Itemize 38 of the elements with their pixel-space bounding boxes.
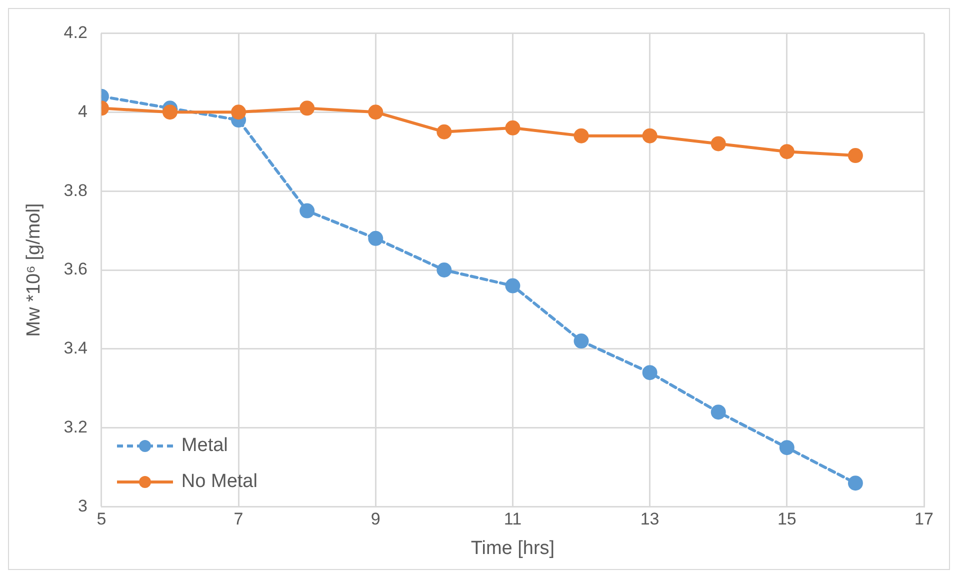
x-tick-label: 11	[504, 510, 522, 529]
y-axis-title: Mw *10⁶ [g/mol]	[24, 203, 45, 337]
point	[505, 120, 520, 136]
point	[779, 440, 794, 456]
y-tick-label: 3.4	[64, 338, 88, 358]
point	[162, 104, 178, 120]
x-tick-label: 9	[370, 510, 380, 529]
point	[848, 148, 863, 164]
point	[300, 203, 315, 218]
point	[848, 476, 863, 491]
y-tick-label: 3.6	[64, 260, 88, 279]
point	[231, 104, 246, 120]
point	[574, 334, 589, 349]
point	[300, 100, 315, 116]
y-tick-label: 4.2	[64, 22, 88, 42]
x-axis-title: Time [hrs]	[470, 538, 555, 559]
point	[574, 128, 589, 144]
legend-label: No Metal	[181, 470, 258, 493]
point	[779, 144, 794, 160]
y-tick-label: 4	[78, 102, 88, 121]
x-tick-label: 13	[640, 510, 660, 529]
y-tick-label: 3	[78, 496, 88, 516]
point	[436, 262, 452, 278]
point	[368, 230, 384, 246]
point	[436, 124, 452, 140]
x-tick-label: 7	[234, 510, 244, 529]
point	[642, 365, 658, 380]
y-tick-label: 3.8	[64, 180, 88, 200]
point	[710, 404, 726, 420]
x-tick-label: 15	[777, 510, 796, 529]
y-tick-label: 3.2	[64, 418, 88, 437]
x-tick-label: 17	[914, 510, 934, 529]
point	[642, 128, 658, 144]
legend-label: Metal	[181, 434, 228, 457]
point	[505, 278, 520, 294]
x-tick-label: 5	[96, 510, 106, 529]
point	[710, 136, 726, 152]
point	[368, 104, 384, 120]
